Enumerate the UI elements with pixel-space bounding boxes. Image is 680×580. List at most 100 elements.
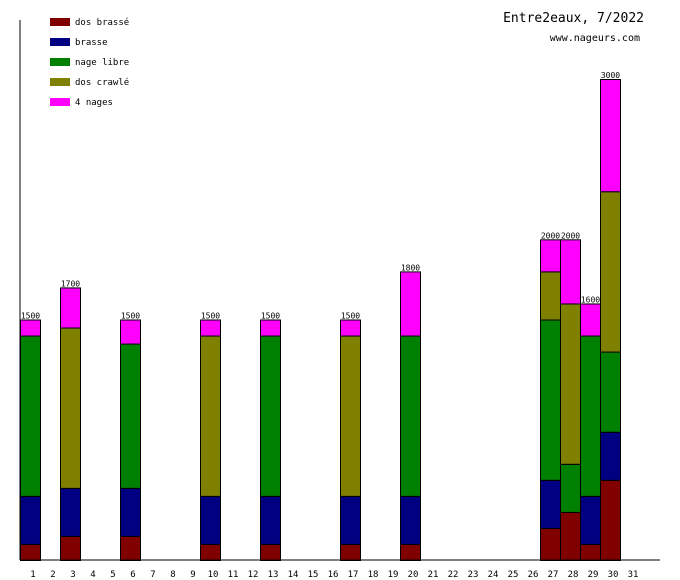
x-tick-label: 24 <box>488 570 499 580</box>
bar-segment-brasse <box>340 495 361 545</box>
x-tick-label: 30 <box>608 570 619 580</box>
bar-segment-dos-brassé <box>120 535 141 562</box>
legend-swatch <box>50 98 70 106</box>
x-tick-label: 10 <box>208 570 219 580</box>
bar-segment-4-nages <box>600 79 621 193</box>
bar-segment-dos-crawlé <box>560 303 581 465</box>
bar-total-label: 1800 <box>401 263 420 272</box>
legend-swatch <box>50 38 70 46</box>
bar-segment-nage-libre <box>260 335 281 497</box>
x-tick-label: 8 <box>170 570 175 580</box>
x-tick-label: 14 <box>288 570 299 580</box>
x-tick-label: 21 <box>428 570 439 580</box>
bar-segment-dos-brassé <box>200 543 221 562</box>
x-tick-label: 12 <box>248 570 259 580</box>
x-tick-label: 11 <box>228 570 239 580</box>
bar-segment-4-nages <box>200 319 221 337</box>
bar-segment-brasse <box>540 479 561 529</box>
bar-segment-4-nages <box>20 319 41 337</box>
bar-segment-brasse <box>260 495 281 545</box>
legend-label: nage libre <box>75 58 129 68</box>
x-tick-label: 26 <box>528 570 539 580</box>
bar-segment-nage-libre <box>560 463 581 513</box>
x-tick-label: 29 <box>588 570 599 580</box>
x-tick-label: 19 <box>388 570 399 580</box>
bar-segment-nage-libre <box>120 343 141 489</box>
bar-segment-brasse <box>120 487 141 537</box>
bar-segment-dos-brassé <box>60 535 81 562</box>
bar-segment-dos-brassé <box>580 543 601 562</box>
bar-segment-brasse <box>580 495 601 545</box>
x-tick-label: 5 <box>110 570 115 580</box>
bar-total-label: 1600 <box>581 295 600 304</box>
x-tick-label: 15 <box>308 570 319 580</box>
bar-segment-dos-brassé <box>400 543 421 562</box>
bar-segment-dos-brassé <box>20 543 41 562</box>
bar-segment-brasse <box>20 495 41 545</box>
bar-total-label: 2000 <box>561 231 580 240</box>
bar-segment-brasse <box>600 431 621 481</box>
chart-subtitle: www.nageurs.com <box>550 33 640 44</box>
total-labels: 1500 1700 1500 1500 1500 1500 1800 2000 2000 1600… <box>21 71 620 321</box>
bar-segment-4-nages <box>260 319 281 337</box>
bar-segment-nage-libre <box>400 335 421 497</box>
x-tick-label: 17 <box>348 570 359 580</box>
legend-swatch <box>50 18 70 26</box>
bar-segment-4-nages <box>120 319 141 345</box>
bar-segment-nage-libre <box>600 351 621 433</box>
x-tick-label: 9 <box>190 570 195 580</box>
bar-segment-dos-brassé <box>560 511 581 562</box>
x-tick-label: 1 <box>30 570 35 580</box>
x-tick-label: 6 <box>130 570 135 580</box>
x-tick-label: 25 <box>508 570 519 580</box>
legend-label: 4 nages <box>75 98 113 108</box>
bar-segment-dos-brassé <box>600 479 621 562</box>
bar-segment-nage-libre <box>540 319 561 481</box>
bar-segment-dos-brassé <box>260 543 281 562</box>
x-tick-label: 4 <box>90 570 95 580</box>
bar-total-label: 1500 <box>261 312 280 321</box>
bar-segment-4-nages <box>400 271 421 337</box>
x-tick-labels: 1 2 3 4 5 6 7 8 9 10 11 12 13 14 15 16 17 18 19 20 21 22 23 24 2… <box>30 570 638 580</box>
x-tick-label: 23 <box>468 570 479 580</box>
x-tick-label: 18 <box>368 570 379 580</box>
bar-segment-4-nages <box>540 239 561 273</box>
bar-total-label: 1500 <box>201 312 220 321</box>
bar-total-label: 1500 <box>341 312 360 321</box>
bar-segment-4-nages <box>580 303 601 337</box>
legend-label: brasse <box>75 38 108 48</box>
x-tick-label: 22 <box>448 570 459 580</box>
bar-total-label: 3000 <box>601 71 620 80</box>
legend: dos brassé brasse nage libre dos crawlé 4 na… <box>50 17 129 108</box>
bar-segment-dos-crawlé <box>600 191 621 353</box>
bar-total-label: 1700 <box>61 279 80 288</box>
bar-segment-brasse <box>400 495 421 545</box>
x-tick-label: 13 <box>268 570 279 580</box>
x-tick-label: 20 <box>408 570 419 580</box>
x-tick-label: 16 <box>328 570 339 580</box>
legend-swatch <box>50 78 70 86</box>
bar-segment-dos-brassé <box>540 527 561 562</box>
bar-segment-4-nages <box>340 319 361 337</box>
bar-segment-dos-crawlé <box>200 335 221 497</box>
x-tick-label: 7 <box>150 570 155 580</box>
chart-title: Entre2eaux, 7/2022 <box>503 11 644 26</box>
x-tick-label: 31 <box>628 570 639 580</box>
bar-segment-dos-crawlé <box>540 271 561 321</box>
bars <box>20 79 621 562</box>
bar-segment-nage-libre <box>20 335 41 497</box>
x-tick-label: 3 <box>70 570 75 580</box>
bar-total-label: 1500 <box>121 312 140 321</box>
x-tick-label: 2 <box>50 570 55 580</box>
bar-total-label: 2000 <box>541 231 560 240</box>
bar-segment-brasse <box>60 487 81 537</box>
legend-swatch <box>50 58 70 66</box>
legend-label: dos brassé <box>75 17 129 28</box>
bar-segment-dos-brassé <box>340 543 361 562</box>
bar-segment-brasse <box>200 495 221 545</box>
bar-segment-dos-crawlé <box>340 335 361 497</box>
x-tick-label: 28 <box>568 570 579 580</box>
bar-segment-4-nages <box>560 239 581 305</box>
bar-segment-nage-libre <box>580 335 601 497</box>
